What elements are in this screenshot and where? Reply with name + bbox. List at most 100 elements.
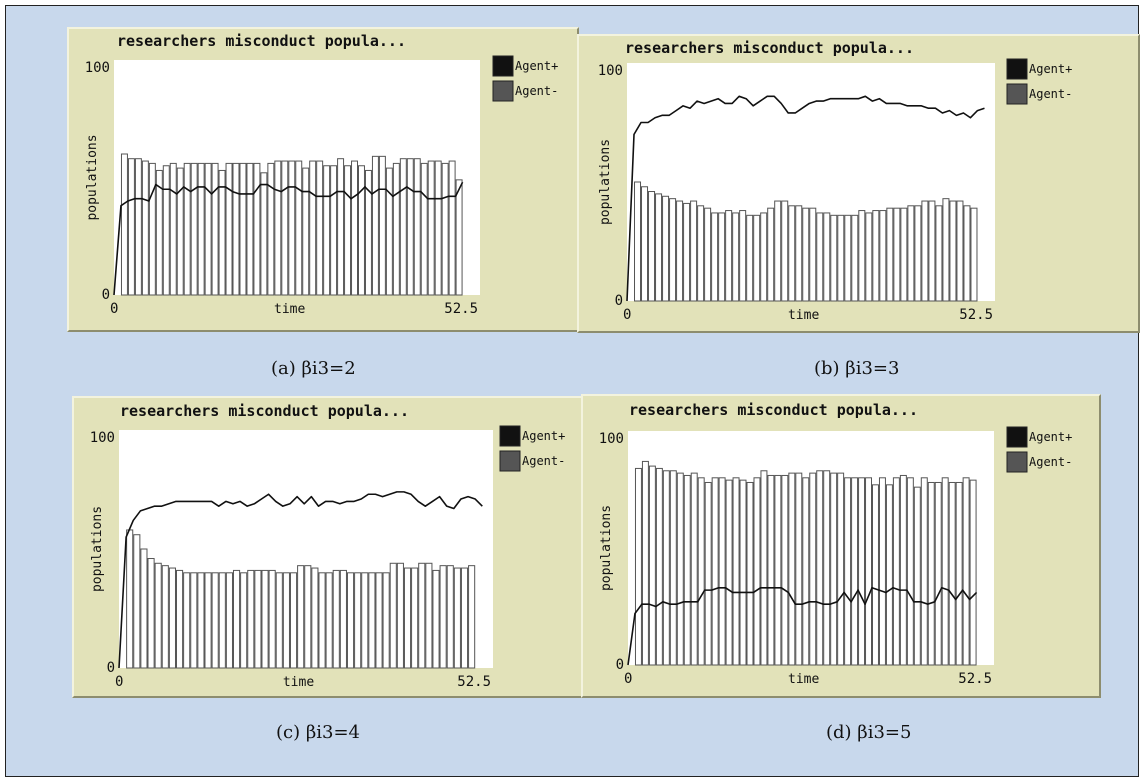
- bar-c-39: [396, 562, 404, 669]
- bar-b-15: [732, 212, 740, 302]
- legend-label-plus-b: Agent+: [1029, 62, 1072, 76]
- bar-series-c: [126, 529, 476, 669]
- bar-b-10: [697, 205, 705, 302]
- chart-svg-a: researchers misconduct popula... 0 100 0 52.…: [85, 32, 559, 317]
- bar-a-28: [309, 160, 317, 296]
- bar-a-4: [141, 160, 149, 296]
- bar-c-30: [332, 569, 340, 669]
- chart-title-c: researchers misconduct popula...: [120, 402, 409, 420]
- bar-d-1: [634, 467, 642, 666]
- bar-c-27: [311, 567, 319, 669]
- bar-a-36: [364, 169, 372, 296]
- bar-c-9: [183, 572, 191, 669]
- bar-b-49: [970, 207, 978, 302]
- bar-c-11: [197, 572, 205, 669]
- bar-b-35: [872, 210, 880, 302]
- x-tick-end-b: 52.5: [959, 307, 993, 323]
- bar-d-12: [711, 477, 719, 666]
- legend-swatch-plus-a: [492, 55, 514, 77]
- bar-b-45: [942, 198, 950, 302]
- bar-d-44: [934, 481, 942, 666]
- line-agent-plus-c: [118, 491, 483, 669]
- bar-c-41: [411, 567, 419, 669]
- bar-a-48: [448, 160, 456, 296]
- legend-swatch-minus-c: [499, 450, 521, 472]
- bar-d-8: [683, 474, 691, 666]
- bar-a-45: [427, 160, 435, 296]
- bar-b-3: [648, 191, 656, 302]
- chart-panel-b: researchers misconduct popula... 0 100 0 52.…: [577, 34, 1140, 333]
- line-agent-plus-b: [626, 95, 985, 302]
- caption-b: (b) βi3=3: [814, 358, 900, 379]
- bar-b-17: [746, 214, 754, 302]
- bar-d-25: [802, 477, 810, 666]
- bar-c-46: [446, 565, 454, 669]
- bar-b-5: [662, 195, 670, 302]
- bar-d-37: [885, 484, 893, 666]
- bar-d-42: [920, 477, 928, 666]
- bar-a-22: [267, 162, 275, 296]
- bar-b-4: [655, 193, 663, 302]
- figure-frame: researchers misconduct popula... 0 100 0 52.…: [5, 5, 1140, 777]
- bar-c-36: [375, 572, 383, 669]
- bar-d-40: [906, 477, 914, 666]
- legend-swatch-plus-b: [1006, 58, 1028, 80]
- bar-c-44: [432, 569, 440, 669]
- y-axis-label-b: populations: [598, 139, 613, 225]
- bar-a-31: [330, 165, 338, 296]
- bar-b-22: [781, 200, 789, 302]
- y-tick-0-c: 0: [107, 660, 115, 676]
- x-tick-end-c: 52.5: [457, 674, 491, 690]
- bar-c-17: [240, 572, 248, 669]
- bar-a-15: [218, 169, 226, 296]
- bar-b-14: [725, 210, 733, 302]
- bar-c-6: [161, 565, 169, 669]
- bar-d-33: [858, 477, 866, 666]
- bar-d-18: [753, 477, 761, 666]
- bar-c-13: [211, 572, 219, 669]
- legend-label-minus-d: Agent-: [1029, 455, 1072, 469]
- bar-d-49: [969, 479, 977, 666]
- bar-c-2: [133, 534, 141, 669]
- bar-b-32: [851, 214, 859, 302]
- bar-a-25: [288, 160, 296, 296]
- bar-d-13: [718, 477, 726, 666]
- bar-b-19: [760, 212, 768, 302]
- bar-c-33: [354, 572, 362, 669]
- bar-d-48: [962, 477, 970, 666]
- bar-c-32: [346, 572, 355, 669]
- y-tick-100-d: 100: [599, 431, 624, 447]
- bar-a-9: [176, 167, 184, 296]
- bar-a-38: [378, 155, 386, 296]
- bar-d-34: [865, 477, 872, 666]
- bar-c-4: [147, 558, 155, 669]
- bar-series-d: [634, 460, 977, 666]
- chart-title-b: researchers misconduct popula...: [625, 39, 914, 57]
- bar-a-35: [358, 165, 365, 296]
- bar-d-3: [648, 465, 656, 666]
- bar-c-14: [218, 572, 226, 669]
- bar-a-23: [274, 160, 282, 296]
- y-tick-100-b: 100: [598, 63, 623, 79]
- bar-b-47: [956, 200, 964, 302]
- bar-d-14: [725, 479, 733, 666]
- bar-b-6: [669, 198, 677, 302]
- bar-d-15: [732, 477, 740, 666]
- bar-a-37: [371, 155, 379, 296]
- bar-c-12: [204, 572, 212, 669]
- bar-c-10: [190, 572, 198, 669]
- x-axis-label-d: time: [788, 672, 819, 687]
- bar-a-17: [232, 162, 240, 296]
- bar-a-5: [148, 162, 156, 296]
- bar-b-13: [718, 212, 726, 302]
- bar-b-29: [830, 214, 838, 302]
- bar-c-38: [389, 562, 397, 669]
- bar-a-46: [434, 160, 442, 296]
- bar-d-26: [809, 472, 817, 666]
- bar-a-13: [204, 162, 212, 296]
- chart-panel-c: researchers misconduct popula... 0 100 0 52.…: [72, 396, 585, 698]
- bar-a-6: [155, 169, 163, 296]
- bar-a-11: [190, 162, 198, 296]
- bar-d-22: [781, 474, 789, 666]
- bar-d-24: [795, 472, 803, 666]
